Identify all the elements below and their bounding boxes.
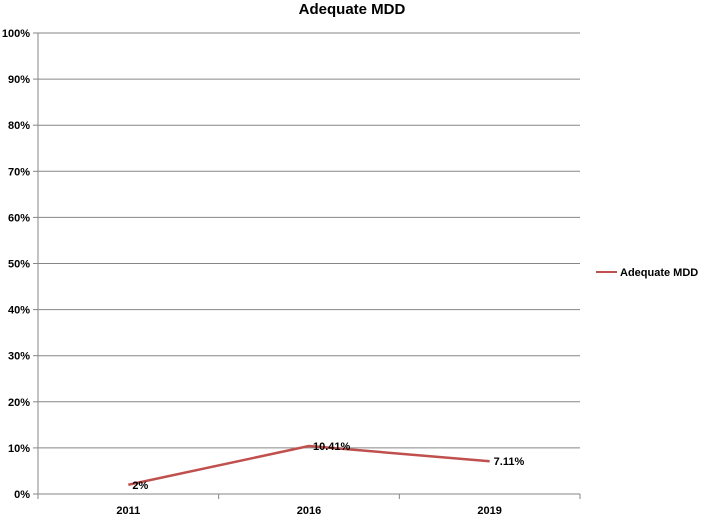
y-axis-ticks: 0% 10% 20% 30% 40% 50% 60% 70% 80% 90% 100%: [2, 28, 38, 501]
legend-label: Adequate MDD: [620, 267, 698, 279]
gridlines: [38, 32, 580, 495]
data-label: 7.11%: [494, 456, 525, 468]
x-axis-ticks: 2011 2016 2019: [37, 494, 581, 515]
series-group: 2% 10.41% 7.11%: [128, 441, 524, 492]
data-label: 10.41%: [313, 441, 351, 453]
y-tick-label: 70%: [8, 166, 30, 178]
chart-title: Adequate MDD: [299, 1, 406, 18]
y-tick-label: 100%: [2, 28, 30, 40]
y-tick-label: 40%: [8, 305, 30, 317]
x-tick-label: 2019: [477, 505, 501, 515]
legend: Adequate MDD: [596, 267, 698, 279]
y-tick-label: 20%: [8, 397, 30, 409]
series-line: [128, 444, 490, 487]
y-tick-label: 50%: [8, 259, 30, 271]
y-tick-label: 80%: [8, 120, 30, 132]
y-tick-label: 60%: [8, 212, 30, 224]
axes: [37, 33, 580, 495]
x-tick-label: 2016: [297, 505, 321, 515]
y-tick-label: 30%: [8, 351, 30, 363]
y-tick-label: 10%: [8, 443, 30, 455]
y-tick-label: 90%: [8, 74, 30, 86]
y-tick-label: 0%: [14, 489, 30, 501]
data-label: 2%: [132, 480, 148, 492]
x-tick-label: 2011: [116, 505, 140, 515]
